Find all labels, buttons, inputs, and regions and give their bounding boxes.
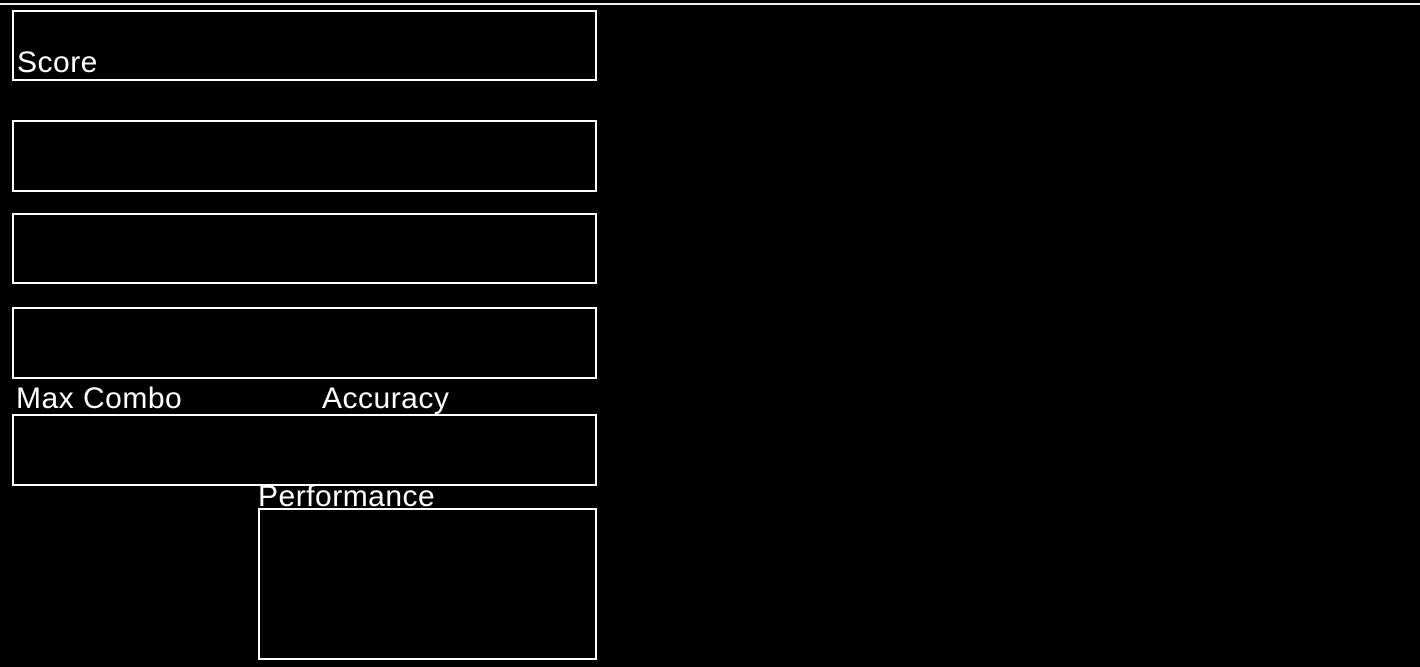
stat-panel-4 [12,307,597,379]
stat-panel-3 [12,213,597,284]
performance-label: Performance [258,480,436,513]
top-divider-line [0,3,1420,5]
stat-panel-2 [12,120,597,192]
max-combo-label: Max Combo [16,382,183,415]
combo-accuracy-panel [12,414,597,486]
performance-panel [258,508,597,660]
score-label: Score [17,46,98,79]
accuracy-label: Accuracy [322,382,450,415]
score-panel: Score [12,10,597,81]
